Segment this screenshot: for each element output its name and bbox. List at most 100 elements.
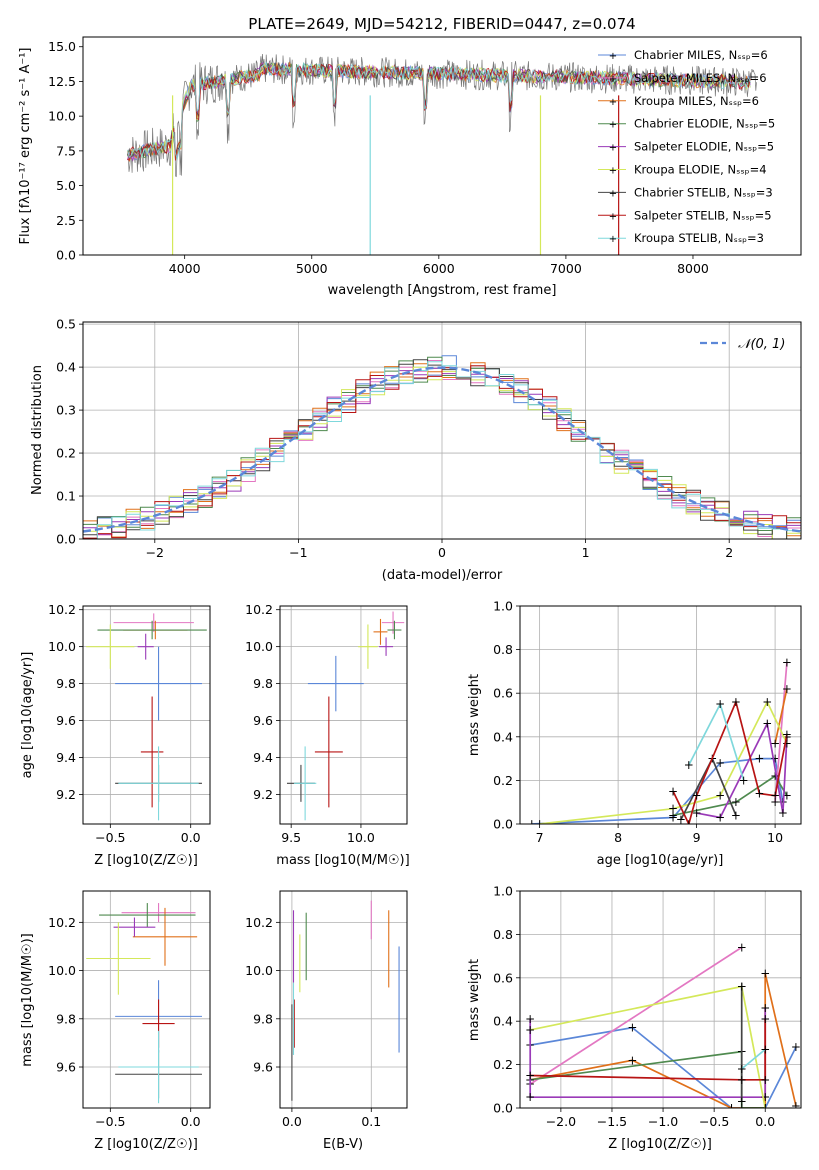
- weight-marker: +: [715, 810, 725, 824]
- x-tick-label: 6000: [423, 261, 455, 276]
- x-tick-label: 0.0: [181, 830, 201, 845]
- weight-marker: +: [692, 789, 702, 803]
- mass-vs-metallicity-plot-area: −0.5 0.0 9.6 9.8 10.0 10.2: [48, 890, 211, 1129]
- weight-marker: +: [668, 802, 678, 816]
- y-tick-label: 9.6: [253, 713, 273, 728]
- legend-marker: +: [609, 74, 617, 85]
- x-tick-label: −0.5: [95, 830, 125, 845]
- y-tick-label: 0.2: [493, 773, 513, 788]
- y-tick-label: 10.0: [48, 109, 76, 124]
- y-tick-label: 9.2: [56, 787, 76, 802]
- weight-marker: +: [760, 1042, 770, 1056]
- x-tick-label: −0.5: [699, 1114, 729, 1129]
- x-tick-label: 9.5: [281, 830, 301, 845]
- weight-marker: +: [791, 1040, 801, 1054]
- errorbar-group: [86, 903, 202, 1104]
- weight-line: [530, 973, 797, 1108]
- weight-marker: +: [737, 979, 747, 993]
- weight-marker: +: [668, 810, 678, 824]
- weight-marker: +: [782, 736, 792, 750]
- mass-vs-extinction-panel: 0.0 0.1 9.6 9.8 10.0 10.2 E(B-V): [245, 890, 408, 1152]
- weight-marker: +: [627, 1021, 637, 1035]
- legend-marker: +: [609, 97, 617, 108]
- y-tick-label: 0.0: [56, 532, 76, 547]
- y-tick-label: 15.0: [48, 39, 76, 54]
- y-tick-label: 0.4: [493, 1014, 513, 1029]
- plot-frame: [519, 890, 802, 1109]
- weight-marker: +: [760, 1001, 770, 1015]
- weight-marker: +: [782, 682, 792, 696]
- weight-marker: +: [760, 1012, 770, 1026]
- y-tick-label: 10.0: [48, 963, 76, 978]
- errorbar-group: [291, 900, 400, 1101]
- y-tick-label: 10.2: [48, 915, 76, 930]
- mass-weight-vs-metallicity-y-label: mass weight: [467, 959, 482, 1041]
- weight-marker: +: [760, 1073, 770, 1087]
- y-tick-label: 2.5: [56, 213, 76, 228]
- model-spectrum-line: [127, 61, 751, 161]
- weight-marker: +: [737, 979, 747, 993]
- y-tick-label: 10.0: [245, 963, 273, 978]
- age-vs-metallicity-plot-area: −0.5 0.0 9.2 9.4 9.6 9.8 10.0 10.2: [48, 602, 211, 845]
- y-tick-label: 0.1: [56, 489, 76, 504]
- x-tick-label: −2: [146, 545, 164, 560]
- legend-marker: +: [609, 188, 617, 199]
- weight-marker: +: [668, 808, 678, 822]
- weight-marker: +: [737, 1101, 747, 1115]
- y-tick-label: 0.2: [56, 446, 76, 461]
- weight-line: [672, 699, 788, 824]
- weight-line: [530, 1026, 797, 1108]
- plot-frame: [279, 890, 408, 1109]
- weight-marker: +: [760, 1101, 770, 1115]
- residual-x-label: (data-model)/error: [382, 568, 503, 583]
- weight-marker: +: [731, 695, 741, 709]
- x-tick-label: 0.0: [755, 1114, 775, 1129]
- y-tick-label: 7.5: [56, 143, 76, 158]
- errorbar-group: [86, 613, 207, 821]
- age-vs-metallicity-y-label: age [log10(age/yr)]: [20, 652, 35, 779]
- y-tick-label: 0.6: [493, 970, 513, 985]
- weight-marker: +: [684, 758, 694, 772]
- legend-label: Chabrier MILES, Nₛₛₚ=6: [634, 48, 768, 62]
- weight-marker: +: [791, 1099, 801, 1113]
- weight-marker: +: [715, 789, 725, 803]
- legend-label: Salpeter ELODIE, Nₛₛₚ=5: [634, 140, 774, 154]
- y-tick-label: 0.3: [56, 403, 76, 418]
- weight-marker: +: [668, 784, 678, 798]
- x-tick-label: −1.0: [648, 1114, 678, 1129]
- weight-line: [672, 774, 788, 817]
- age-vs-mass-panel: 9.5 10.0 9.2 9.4 9.6 9.8 10.0 10.2 mass [log10(…: [245, 602, 410, 868]
- weight-marker: +: [715, 697, 725, 711]
- weight-marker: +: [535, 817, 545, 831]
- x-tick-label: 9: [693, 830, 701, 845]
- age-vs-mass-plot-area: 9.5 10.0 9.2 9.4 9.6 9.8 10.0 10.2: [245, 602, 408, 845]
- plot-frame: [82, 605, 211, 825]
- mass-vs-metallicity-y-label: mass [log10(M/M☉)]: [20, 933, 35, 1066]
- residual-traces: [83, 355, 801, 539]
- residual-legend-label: 𝒩(0, 1): [738, 337, 785, 352]
- y-tick-label: 10.0: [48, 639, 76, 654]
- spectrum-x-label: wavelength [Angstrom, rest frame]: [328, 283, 557, 298]
- y-tick-label: 9.8: [253, 1011, 273, 1026]
- weight-marker: +: [692, 806, 702, 820]
- mass-weight-vs-age-x-label: age [log10(age/yr)]: [597, 853, 724, 868]
- x-tick-label: 10: [767, 830, 783, 845]
- x-tick-label: 0: [438, 545, 446, 560]
- weight-lines: +++ +++++++ ++++++ +++ ++++++++ + ++++: [525, 940, 801, 1115]
- mass-vs-extinction-plot-area: 0.0 0.1 9.6 9.8 10.0 10.2: [245, 890, 408, 1129]
- weight-marker: +: [737, 1073, 747, 1087]
- weight-marker: +: [754, 786, 764, 800]
- legend-marker: +: [609, 211, 617, 222]
- mass-weight-vs-age-y-label: mass weight: [467, 674, 482, 756]
- weight-marker: +: [525, 1012, 535, 1026]
- weight-marker: +: [726, 1101, 736, 1115]
- weight-line: [741, 1048, 766, 1070]
- x-tick-label: 0.0: [181, 1114, 201, 1129]
- weight-marker: +: [731, 795, 741, 809]
- x-tick-label: 0.0: [282, 1114, 302, 1129]
- y-tick-label: 10.2: [48, 602, 76, 617]
- weight-marker: +: [527, 817, 537, 831]
- x-tick-label: 0.1: [361, 1114, 381, 1129]
- weight-marker: +: [770, 752, 780, 766]
- mass-weight-vs-metallicity-x-label: Z [log10(Z/Z☉)]: [608, 1137, 712, 1152]
